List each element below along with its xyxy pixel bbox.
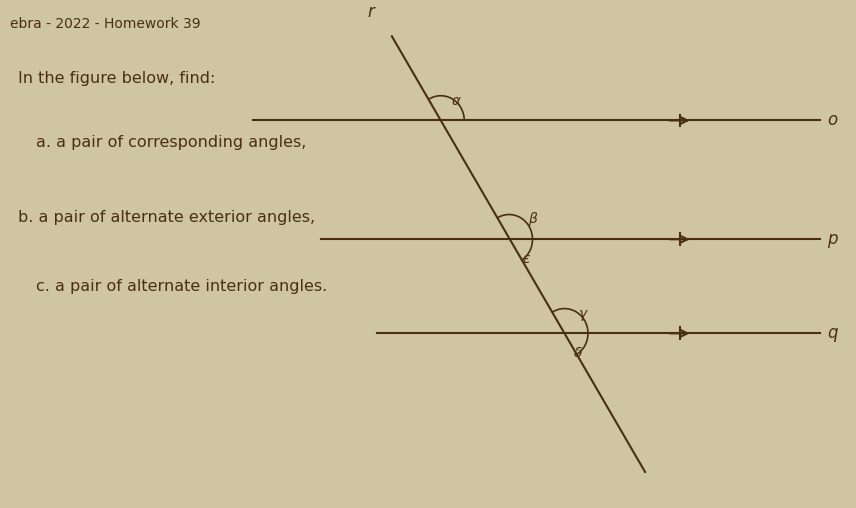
Text: r: r [367, 4, 374, 21]
Text: a. a pair of corresponding angles,: a. a pair of corresponding angles, [35, 135, 306, 150]
Text: ε: ε [522, 252, 530, 266]
Text: b. a pair of alternate exterior angles,: b. a pair of alternate exterior angles, [19, 210, 316, 225]
Text: ebra - 2022 - Homework 39: ebra - 2022 - Homework 39 [10, 17, 200, 30]
Text: o: o [827, 111, 837, 130]
Text: q: q [827, 324, 838, 342]
Text: c. a pair of alternate interior angles.: c. a pair of alternate interior angles. [35, 279, 327, 294]
Text: γ: γ [580, 306, 587, 321]
Text: β: β [528, 212, 538, 227]
Text: α: α [451, 94, 461, 108]
Text: In the figure below, find:: In the figure below, find: [19, 71, 216, 86]
Text: p: p [827, 230, 838, 248]
Text: δ: δ [574, 346, 582, 360]
